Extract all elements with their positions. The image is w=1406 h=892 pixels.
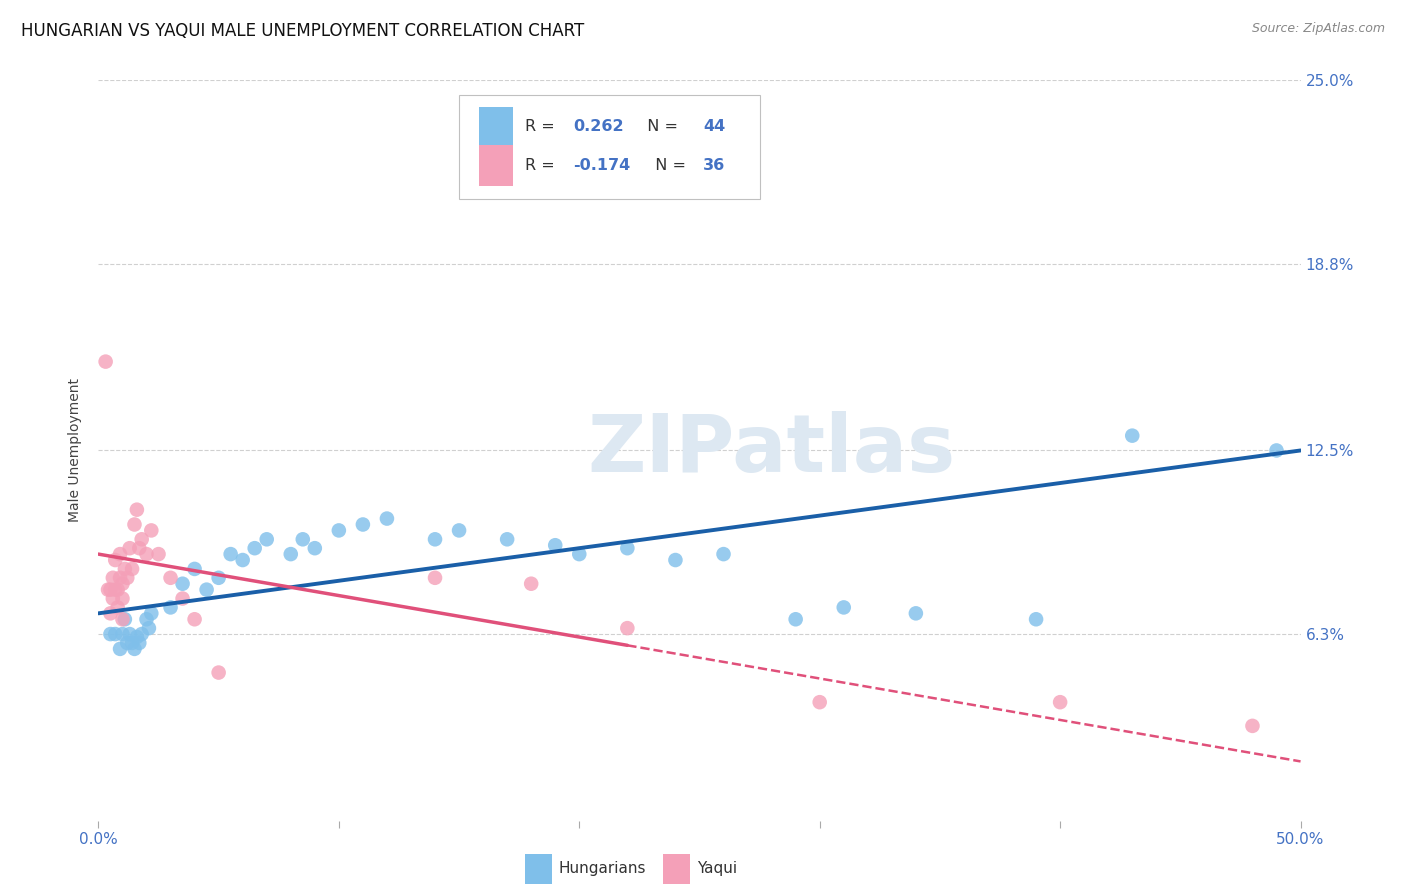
Point — [107, 582, 129, 597]
Point — [616, 621, 638, 635]
Point — [195, 582, 218, 597]
Point — [121, 636, 143, 650]
Bar — [479, 145, 513, 186]
Point — [131, 533, 153, 547]
Point — [352, 517, 374, 532]
Point — [101, 571, 124, 585]
Point — [135, 612, 157, 626]
Bar — [664, 854, 690, 884]
Point — [118, 541, 141, 556]
Point — [568, 547, 591, 561]
Point — [108, 547, 131, 561]
Point — [111, 612, 134, 626]
Point — [100, 607, 122, 621]
Point — [118, 627, 141, 641]
Point — [148, 547, 170, 561]
Text: HUNGARIAN VS YAQUI MALE UNEMPLOYMENT CORRELATION CHART: HUNGARIAN VS YAQUI MALE UNEMPLOYMENT COR… — [21, 22, 585, 40]
Y-axis label: Male Unemployment: Male Unemployment — [69, 378, 83, 523]
Text: 44: 44 — [703, 120, 725, 135]
Point — [243, 541, 266, 556]
Point — [141, 524, 163, 538]
Point — [111, 576, 134, 591]
Point — [304, 541, 326, 556]
Point — [808, 695, 831, 709]
Point — [100, 627, 122, 641]
Point — [108, 641, 131, 656]
Point — [1241, 719, 1264, 733]
Point — [125, 502, 148, 516]
Point — [496, 533, 519, 547]
Point — [114, 612, 136, 626]
Point — [1121, 428, 1143, 442]
Point — [138, 621, 160, 635]
Point — [328, 524, 350, 538]
Point — [128, 541, 150, 556]
Point — [832, 600, 855, 615]
Point — [125, 630, 148, 644]
Point — [423, 571, 446, 585]
Point — [447, 524, 470, 538]
Point — [124, 517, 146, 532]
Text: Source: ZipAtlas.com: Source: ZipAtlas.com — [1251, 22, 1385, 36]
Point — [108, 571, 131, 585]
Point — [713, 547, 735, 561]
Point — [1265, 443, 1288, 458]
Text: R =: R = — [526, 120, 560, 135]
Text: Hungarians: Hungarians — [558, 862, 647, 876]
Point — [1049, 695, 1071, 709]
Point — [159, 600, 181, 615]
Point — [135, 547, 157, 561]
Text: ZIPatlas: ZIPatlas — [588, 411, 956, 490]
Point — [219, 547, 242, 561]
Point — [616, 541, 638, 556]
Bar — [479, 106, 513, 147]
Point — [256, 533, 278, 547]
Point — [141, 607, 163, 621]
Point — [664, 553, 686, 567]
Text: 0.262: 0.262 — [574, 120, 624, 135]
Point — [280, 547, 302, 561]
Text: Yaqui: Yaqui — [697, 862, 737, 876]
Text: R =: R = — [526, 158, 560, 173]
Point — [111, 627, 134, 641]
Text: 36: 36 — [703, 158, 725, 173]
Point — [159, 571, 181, 585]
Point — [117, 571, 139, 585]
Point — [904, 607, 927, 621]
Point — [208, 665, 231, 680]
Point — [100, 582, 122, 597]
Point — [111, 591, 134, 606]
Point — [128, 636, 150, 650]
Point — [97, 582, 120, 597]
Point — [183, 562, 205, 576]
Point — [104, 627, 127, 641]
Point — [1025, 612, 1047, 626]
Point — [107, 600, 129, 615]
Point — [291, 533, 314, 547]
Text: N =: N = — [637, 120, 683, 135]
Point — [208, 571, 231, 585]
Point — [183, 612, 205, 626]
Point — [375, 511, 398, 525]
Bar — [526, 854, 551, 884]
Point — [121, 562, 143, 576]
Point — [172, 576, 194, 591]
Point — [232, 553, 254, 567]
Point — [785, 612, 807, 626]
Text: N =: N = — [645, 158, 692, 173]
Point — [544, 538, 567, 552]
Point — [423, 533, 446, 547]
Point — [114, 562, 136, 576]
Point — [101, 591, 124, 606]
Point — [131, 627, 153, 641]
Point — [117, 636, 139, 650]
Point — [94, 354, 117, 368]
Point — [172, 591, 194, 606]
Point — [104, 582, 127, 597]
Point — [104, 553, 127, 567]
FancyBboxPatch shape — [458, 95, 759, 199]
Text: -0.174: -0.174 — [574, 158, 630, 173]
Point — [124, 641, 146, 656]
Point — [520, 576, 543, 591]
